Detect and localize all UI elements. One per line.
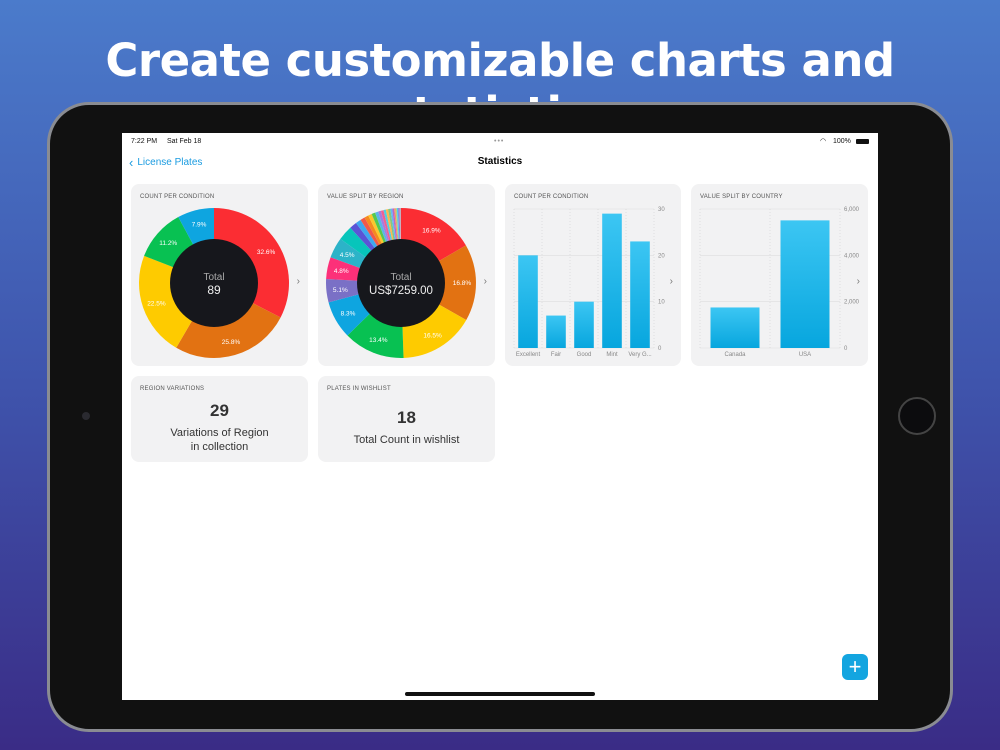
slice-label: 5.1% (333, 287, 348, 294)
slice-label: 16.9% (422, 228, 441, 235)
card-title: COUNT PER CONDITION (514, 194, 589, 200)
slice-label: 32.6% (257, 249, 276, 256)
y-tick-label: 2,000 (844, 300, 860, 306)
y-tick-label: 20 (658, 253, 665, 259)
donut-center-label: Total (203, 272, 224, 283)
battery-icon (856, 139, 869, 144)
x-tick-label: Very G... (628, 352, 652, 358)
x-tick-label: Mint (606, 352, 618, 358)
bar-chart: 0 2,000 4,000 6,000 Canada USA (699, 207, 860, 358)
add-button[interactable]: + (842, 654, 868, 680)
bar-chart: 0 10 20 30 Excellent Fair Good Mint Very G... (513, 207, 665, 358)
y-tick-label: 0 (658, 346, 662, 352)
bar[interactable] (574, 301, 594, 348)
stat-line-1: Variations of Region (170, 427, 269, 439)
y-tick-label: 0 (844, 346, 848, 352)
card-count-per-condition-pie[interactable]: COUNT PER CONDITION Total 89 32.6% 25.8% 2… (131, 184, 308, 366)
bar[interactable] (518, 255, 538, 348)
chevron-right-icon: › (669, 276, 673, 287)
slice-label: 11.2% (159, 240, 177, 247)
slice-label: 8.3% (341, 311, 356, 318)
card-plates-in-wishlist[interactable]: PLATES IN WISHLIST 18 Total Count in wis… (318, 376, 495, 462)
slice-label: 4.8% (334, 268, 349, 275)
slice-label: 16.5% (423, 333, 442, 340)
card-title: COUNT PER CONDITION (140, 194, 215, 200)
slice-label: 4.5% (340, 252, 355, 259)
status-date: Sat Feb 18 (167, 138, 202, 145)
donut-slices (326, 208, 476, 358)
bar[interactable] (780, 220, 830, 348)
y-tick-label: 10 (658, 300, 665, 306)
card-value-split-by-country[interactable]: VALUE SPLIT BY COUNTRY 0 2,000 4,000 6,000 C… (691, 184, 868, 366)
back-label: License Plates (137, 157, 203, 168)
y-tick-label: 6,000 (844, 207, 860, 213)
plus-icon: + (848, 654, 862, 679)
stat-value: 18 (397, 408, 416, 427)
slice-label: 16.8% (453, 280, 472, 287)
x-tick-label: USA (799, 352, 811, 358)
x-tick-label: Good (577, 352, 592, 358)
battery-percent: 100% (833, 138, 851, 145)
donut-center-label: Total (390, 272, 411, 283)
slice-label: 13.4% (369, 337, 388, 344)
home-indicator (405, 692, 595, 696)
bar[interactable] (710, 307, 760, 348)
screen: 7:22 PM Sat Feb 18 ••• ◠ 100% ‹ License P… (122, 133, 878, 700)
bar[interactable] (602, 213, 622, 348)
card-title: VALUE SPLIT BY COUNTRY (700, 194, 783, 200)
stat-line-1: Total Count in wishlist (353, 434, 460, 446)
chevron-right-icon: › (856, 276, 860, 287)
card-region-variations[interactable]: REGION VARIATIONS 29 Variations of Regio… (131, 376, 308, 462)
donut-hole (170, 239, 258, 327)
x-tick-label: Canada (724, 352, 746, 358)
stat-line-2: in collection (190, 441, 249, 453)
donut-hole (357, 239, 445, 327)
chevron-right-icon: › (296, 276, 300, 287)
donut-chart: Total 89 32.6% 25.8% 22.5% 11.2% 7.9% (138, 208, 289, 358)
y-tick-label: 4,000 (844, 253, 860, 259)
bar[interactable] (546, 315, 566, 348)
home-button (898, 397, 936, 435)
back-button[interactable]: ‹ License Plates (129, 155, 202, 170)
x-tick-label: Excellent (516, 352, 541, 358)
chevron-right-icon: › (483, 276, 487, 287)
card-value-split-by-region[interactable]: VALUE SPLIT BY REGION Total US$7259.00 1… (318, 184, 495, 366)
stat-value: 29 (210, 401, 229, 420)
bar[interactable] (630, 241, 650, 348)
donut-chart: Total US$7259.00 16.9% 16.8% 16.5% 13.4% 8.3… (326, 208, 476, 358)
page-title: Statistics (477, 156, 523, 167)
donut-center-value: US$7259.00 (369, 285, 433, 297)
donut-slices (138, 208, 289, 358)
wifi-icon: ◠ (820, 138, 827, 145)
chevron-left-icon: ‹ (129, 155, 134, 170)
slice-label: 22.5% (147, 301, 166, 308)
x-tick-label: Fair (551, 352, 561, 358)
card-title: REGION VARIATIONS (140, 386, 205, 392)
slice-label: 7.9% (192, 221, 207, 228)
y-tick-label: 30 (658, 207, 665, 213)
card-count-per-condition-bar[interactable]: COUNT PER CONDITION 0 10 20 30 Excellent Fair… (505, 184, 681, 366)
donut-center-value: 89 (207, 283, 221, 297)
slice-label: 25.8% (222, 339, 241, 346)
card-title: PLATES IN WISHLIST (327, 386, 391, 392)
multitask-dots-icon[interactable]: ••• (494, 138, 505, 145)
camera (82, 412, 90, 420)
status-time: 7:22 PM (131, 138, 158, 145)
card-title: VALUE SPLIT BY REGION (327, 194, 404, 200)
